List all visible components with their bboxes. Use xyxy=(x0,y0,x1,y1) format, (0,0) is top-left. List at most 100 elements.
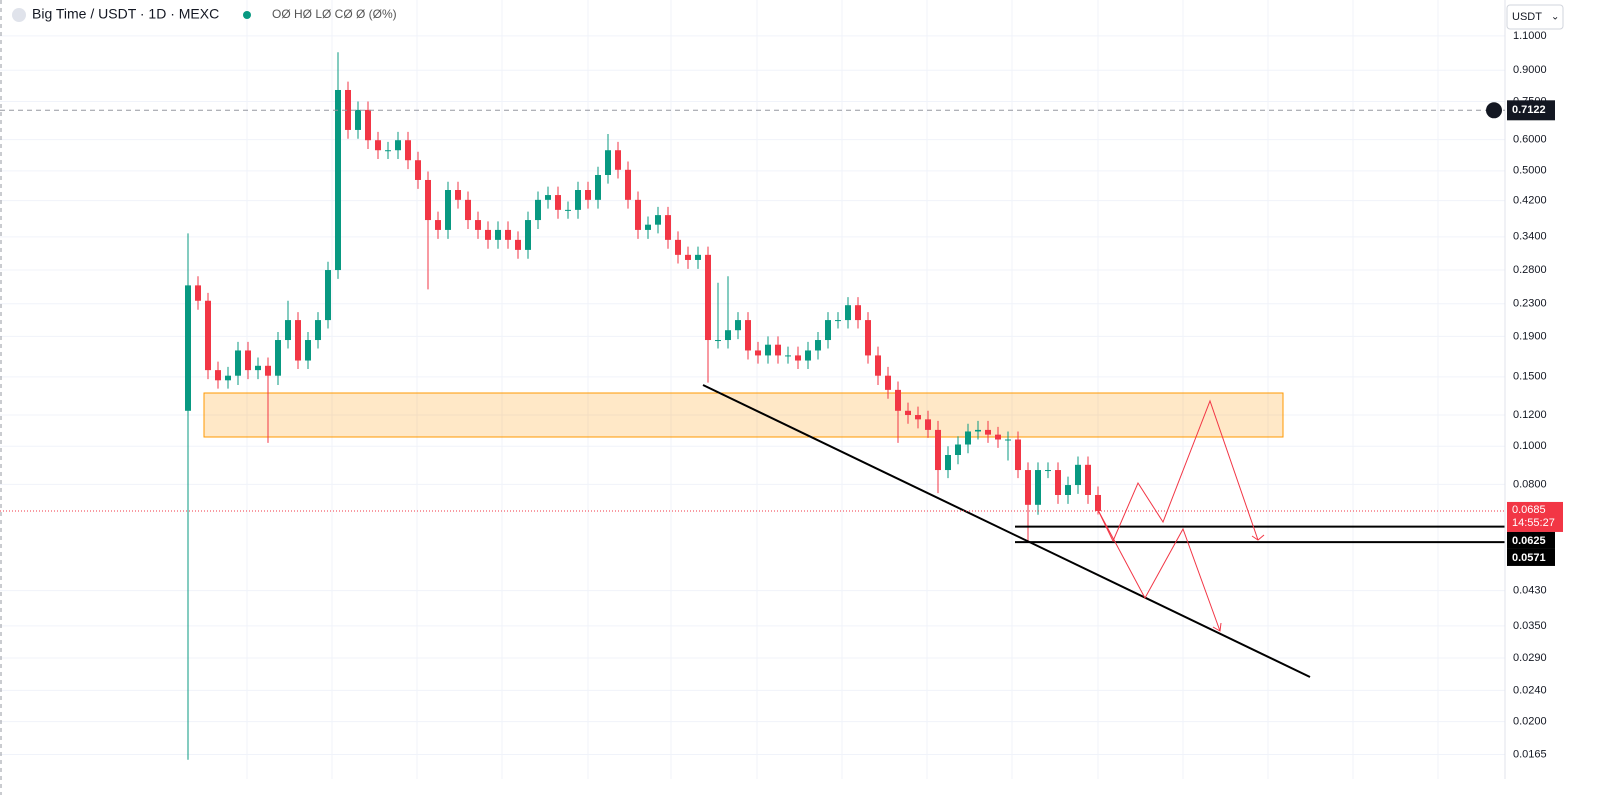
candle-body xyxy=(395,140,401,151)
price-axis: 1.10000.90000.75000.60000.50000.42000.34… xyxy=(1513,30,1547,761)
candle-body xyxy=(675,239,681,255)
candle-body xyxy=(845,305,851,321)
candle-body xyxy=(255,365,261,371)
candle-body xyxy=(345,89,351,130)
candle-body xyxy=(195,285,201,301)
candle-body xyxy=(795,355,801,361)
last-price-box xyxy=(1507,501,1563,532)
candle-body xyxy=(335,89,341,271)
candle-body xyxy=(1005,439,1011,441)
candle-body xyxy=(885,375,891,390)
candle-body xyxy=(545,195,551,200)
candle-body xyxy=(325,270,331,321)
candle-body xyxy=(995,434,1001,440)
candle-body xyxy=(715,340,721,342)
candle-body xyxy=(655,215,661,225)
candle-body xyxy=(785,355,791,357)
candle-body xyxy=(625,169,631,200)
y-tick-label: 0.1500 xyxy=(1513,371,1547,383)
candle-body xyxy=(585,190,591,200)
y-tick-label: 0.5000 xyxy=(1513,165,1547,177)
candle-body xyxy=(1055,470,1061,495)
y-tick-label: 0.0165 xyxy=(1513,748,1547,760)
candles xyxy=(185,52,1101,760)
candle-body xyxy=(1045,470,1051,472)
candle-body xyxy=(1095,494,1101,511)
candle-body xyxy=(905,410,911,416)
candle-body xyxy=(265,365,271,376)
candle-body xyxy=(385,150,391,152)
candle-body xyxy=(245,350,251,371)
candle-body xyxy=(935,429,941,471)
candle-body xyxy=(575,190,581,210)
candle-body xyxy=(305,340,311,361)
crosshair-label: 0.7122 xyxy=(1512,104,1546,116)
candle-body xyxy=(1075,464,1081,486)
crosshair-label-box xyxy=(1507,100,1555,121)
candle-body xyxy=(365,109,371,141)
dropdown-caret[interactable]: ⌄ xyxy=(1551,12,1559,23)
candle-body xyxy=(465,199,471,221)
symbol-title: Big Time / USDT · 1D · MEXC xyxy=(32,6,219,22)
y-tick-label: 0.0200 xyxy=(1513,716,1547,728)
candle-body xyxy=(875,355,881,376)
candle-body xyxy=(375,140,381,151)
candle-body xyxy=(435,220,441,230)
y-tick-label: 0.0800 xyxy=(1513,478,1547,490)
candle-body xyxy=(275,340,281,376)
currency-button[interactable] xyxy=(1506,4,1564,30)
arrowhead xyxy=(1251,534,1265,541)
candle-body xyxy=(915,415,921,420)
candle-body xyxy=(505,229,511,240)
candle-body xyxy=(645,224,651,230)
candle-body xyxy=(815,340,821,351)
vertical-grid xyxy=(246,0,1439,779)
y-tick-label: 0.0290 xyxy=(1513,652,1547,664)
y-tick-label: 0.1200 xyxy=(1513,409,1547,421)
candle-body xyxy=(685,254,691,260)
candle-body xyxy=(725,330,731,341)
candle-body xyxy=(295,320,301,361)
candle-body xyxy=(565,209,571,211)
level-label: 0.0625 xyxy=(1512,535,1546,547)
symbol-icon xyxy=(12,8,26,22)
candle-body xyxy=(415,160,421,180)
currency-label[interactable]: USDT xyxy=(1512,11,1542,23)
candle-body xyxy=(825,320,831,341)
candle-body xyxy=(965,431,971,445)
y-tick-label: 0.1000 xyxy=(1513,440,1547,452)
y-tick-label: 0.4200 xyxy=(1513,195,1547,207)
candle-body xyxy=(865,320,871,356)
candle-body xyxy=(945,454,951,471)
candle-body xyxy=(475,220,481,230)
candle-body xyxy=(755,350,761,356)
candle-body xyxy=(1025,470,1031,505)
candle-body xyxy=(805,350,811,361)
candle-body xyxy=(775,344,781,356)
candle-body xyxy=(735,320,741,331)
add-button[interactable] xyxy=(1486,102,1502,119)
candle-body xyxy=(855,305,861,321)
candle-body xyxy=(705,254,711,341)
candle-body xyxy=(495,229,501,240)
y-tick-label: 0.1900 xyxy=(1513,330,1547,342)
projection-path xyxy=(1097,399,1259,543)
candle-body xyxy=(835,320,841,322)
level-label-box xyxy=(1507,548,1555,566)
candle-body xyxy=(1065,485,1071,495)
last-price-label: 0.0685 xyxy=(1512,504,1546,516)
candle-body xyxy=(895,389,901,411)
candle-body xyxy=(485,229,491,240)
candle-body xyxy=(985,429,991,435)
candle-body xyxy=(555,195,561,210)
candle-body xyxy=(225,375,231,381)
candle-body xyxy=(455,190,461,200)
candle-body xyxy=(745,320,751,351)
status-dot xyxy=(243,11,251,19)
candle-body xyxy=(695,254,701,260)
candle-body xyxy=(535,199,541,221)
candle-body xyxy=(215,370,221,381)
ohlc-values: OØ HØ LØ CØ Ø (Ø%) xyxy=(272,7,397,21)
